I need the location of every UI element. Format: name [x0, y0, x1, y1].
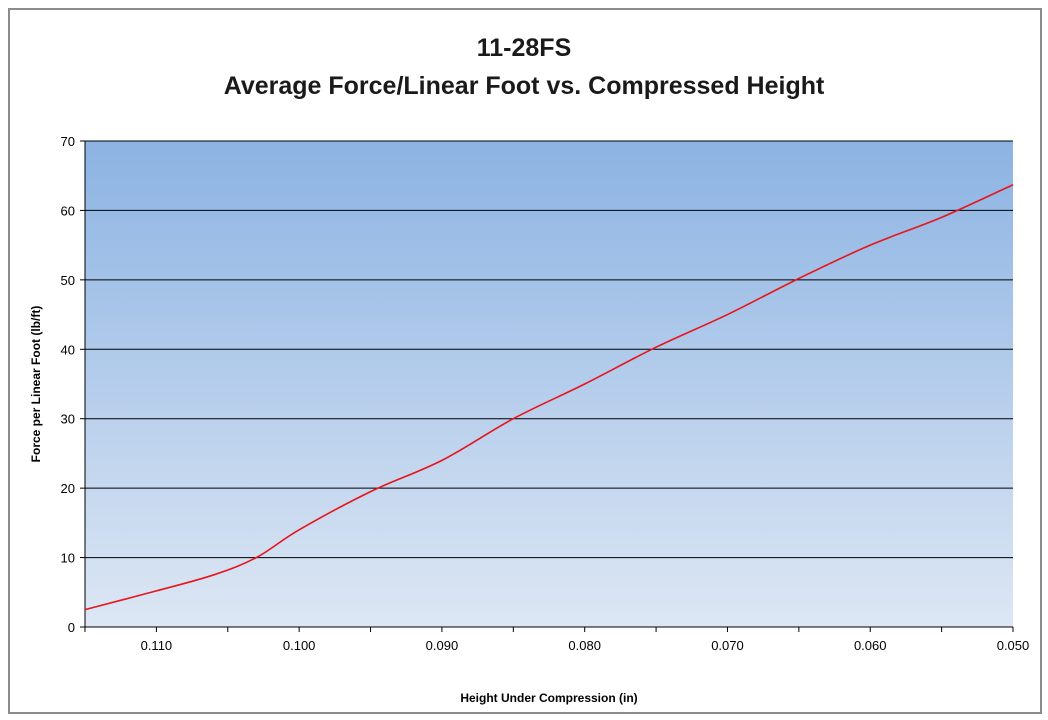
- y-tick-label: 0: [68, 620, 75, 635]
- x-tick-label: 0.060: [854, 638, 887, 653]
- y-tick-label: 30: [61, 412, 75, 427]
- x-tick-label: 0.050: [997, 638, 1030, 653]
- y-tick-label: 20: [61, 481, 75, 496]
- y-tick-label: 10: [61, 551, 75, 566]
- y-tick-label: 60: [61, 203, 75, 218]
- plot-area: [85, 141, 1013, 627]
- y-tick-label: 40: [61, 342, 75, 357]
- x-tick-label: 0.070: [711, 638, 744, 653]
- x-tick-label: 0.110: [141, 638, 173, 653]
- y-tick-label: 50: [61, 273, 75, 288]
- x-tick-label: 0.100: [283, 638, 316, 653]
- y-tick-label: 70: [61, 134, 75, 149]
- x-tick-label: 0.080: [568, 638, 601, 653]
- x-tick-label: 0.090: [426, 638, 459, 653]
